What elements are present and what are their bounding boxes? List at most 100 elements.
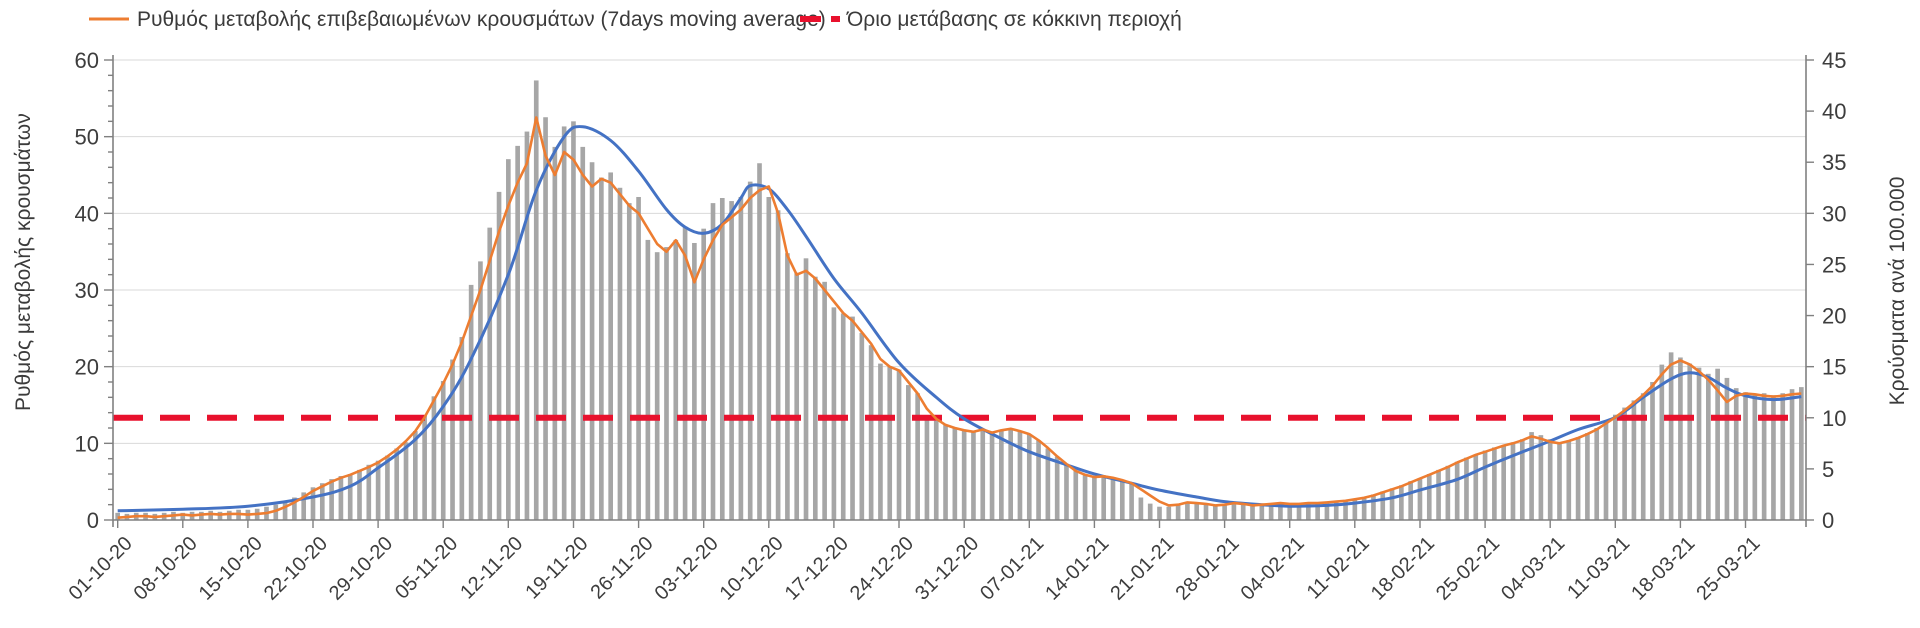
- daily-cases-bar: [1352, 499, 1358, 520]
- daily-cases-bar: [608, 172, 613, 520]
- daily-cases-bar: [1101, 476, 1107, 520]
- daily-cases-bar: [1203, 504, 1209, 520]
- daily-cases-bar: [1557, 442, 1562, 520]
- daily-cases-bar: [552, 146, 558, 520]
- x-axis-tick-label: 08-10-20: [130, 532, 202, 604]
- daily-cases-bar: [1119, 480, 1125, 520]
- daily-cases-bar: [422, 415, 427, 520]
- right-axis-tick-label: 5: [1822, 457, 1834, 482]
- daily-cases-bar: [468, 284, 474, 520]
- daily-cases-bar: [1724, 377, 1730, 520]
- left-axis-tick-label: 60: [75, 48, 99, 73]
- daily-cases-bar: [403, 442, 409, 520]
- daily-cases-bar: [1547, 439, 1553, 520]
- daily-cases-bar: [775, 210, 781, 520]
- orange-line-icon: [88, 11, 130, 29]
- moving-average-line: [117, 116, 1802, 519]
- x-axis-tick-label: 18-02-21: [1367, 532, 1439, 604]
- daily-cases-bar: [1612, 414, 1618, 520]
- daily-cases-bar: [1780, 393, 1786, 520]
- daily-cases-bar: [1473, 454, 1479, 520]
- daily-cases-bar: [1640, 393, 1646, 520]
- daily-cases-bar: [1426, 474, 1432, 520]
- daily-cases-bar: [729, 201, 734, 520]
- daily-cases-bar: [1073, 470, 1079, 520]
- daily-cases-bar: [887, 366, 893, 520]
- daily-cases-bar: [366, 464, 372, 520]
- daily-cases-bar: [1231, 503, 1237, 520]
- daily-cases-bar: [785, 253, 790, 520]
- x-axis-tick-label: 10-12-20: [716, 532, 788, 604]
- right-axis-tick-label: 30: [1822, 201, 1846, 226]
- trend-line: [117, 125, 1802, 513]
- daily-cases-bar: [626, 203, 632, 521]
- daily-cases-bar: [1650, 382, 1655, 520]
- x-axis-tick-label: 12-11-20: [456, 532, 527, 603]
- daily-cases-bar: [1743, 392, 1748, 520]
- daily-cases-bar: [217, 511, 223, 520]
- left-axis-tick-label: 20: [75, 355, 99, 380]
- daily-cases-bar: [394, 448, 400, 520]
- right-axis-tick-label: 25: [1822, 252, 1846, 277]
- right-axis-tick-label: 0: [1822, 508, 1834, 533]
- daily-cases-bar: [1538, 435, 1544, 520]
- daily-cases-bar: [757, 163, 762, 521]
- daily-cases-bar: [580, 146, 586, 520]
- x-axis-tick-label: 29-10-20: [325, 532, 397, 604]
- daily-cases-bar: [961, 430, 967, 520]
- daily-cases-bar: [571, 121, 576, 520]
- daily-cases-bar: [1594, 428, 1600, 520]
- x-axis-tick-label: 11-02-21: [1303, 532, 1374, 603]
- daily-cases-bar: [1064, 463, 1069, 520]
- daily-cases-bar: [738, 196, 744, 521]
- daily-cases-bar: [692, 242, 697, 521]
- legend-label-threshold: Όριο μετάβασης σε κόκκινη περιοχή: [847, 8, 1182, 31]
- daily-cases-bar: [1678, 357, 1683, 520]
- daily-cases-bar: [561, 126, 567, 520]
- daily-cases-bar: [1631, 400, 1637, 520]
- daily-cases-bar: [1371, 494, 1376, 520]
- daily-cases-bar: [599, 177, 604, 520]
- daily-cases-bar: [1696, 367, 1702, 520]
- daily-cases-bar: [1333, 501, 1339, 520]
- right-axis-tick-label: 45: [1822, 48, 1846, 73]
- red-dashed-line-icon: [800, 11, 840, 29]
- daily-cases-bar: [645, 239, 651, 520]
- daily-cases-bar: [1529, 432, 1534, 520]
- x-axis-tick-label: 24-12-20: [846, 532, 918, 604]
- daily-cases-bar: [1585, 433, 1590, 520]
- daily-cases-bar: [1668, 352, 1674, 520]
- daily-cases-bar: [989, 433, 995, 520]
- daily-cases-bar: [1278, 503, 1283, 520]
- daily-cases-bar: [1501, 445, 1506, 520]
- daily-cases-bar: [496, 191, 502, 520]
- daily-cases-bar: [682, 226, 688, 520]
- daily-cases-bar: [1454, 461, 1460, 520]
- left-axis-tick-label: 0: [87, 508, 99, 533]
- left-axis-tick-label: 30: [75, 278, 99, 303]
- daily-cases-bar: [1296, 503, 1302, 520]
- daily-cases-bar: [1575, 437, 1581, 520]
- daily-cases-bar: [1603, 421, 1609, 520]
- daily-cases-bar: [273, 504, 279, 520]
- daily-cases-bar: [1380, 491, 1386, 520]
- daily-cases-bar: [1761, 393, 1767, 520]
- daily-cases-bar: [999, 430, 1004, 520]
- daily-cases-bar: [440, 380, 446, 520]
- x-axis-tick-label: 05-11-20: [391, 532, 462, 603]
- daily-cases-bar: [822, 281, 827, 520]
- daily-cases-bar: [1417, 478, 1423, 520]
- daily-cases-bar: [1706, 373, 1711, 520]
- right-axis-tick-label: 20: [1822, 304, 1846, 329]
- daily-cases-bar: [487, 227, 493, 520]
- daily-cases-bar: [896, 369, 902, 520]
- daily-cases-bar: [617, 187, 623, 520]
- daily-cases-bar: [933, 420, 939, 520]
- daily-cases-bar: [1259, 504, 1265, 520]
- daily-cases-bar: [1687, 363, 1693, 520]
- daily-cases-bar: [524, 131, 530, 520]
- daily-cases-bar: [1082, 475, 1088, 520]
- daily-cases-bar: [803, 258, 809, 520]
- daily-cases-bar: [1287, 504, 1293, 520]
- right-axis-tick-label: 15: [1822, 355, 1846, 380]
